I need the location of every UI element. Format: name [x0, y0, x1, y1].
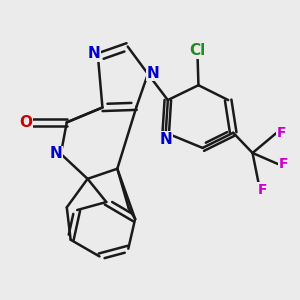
Text: F: F	[277, 126, 286, 140]
Text: F: F	[257, 183, 267, 197]
Text: N: N	[146, 65, 159, 80]
Text: O: O	[20, 115, 33, 130]
Text: Cl: Cl	[189, 43, 206, 58]
Text: F: F	[278, 157, 288, 171]
Text: N: N	[159, 132, 172, 147]
Text: N: N	[88, 46, 100, 62]
Text: N: N	[50, 146, 62, 161]
